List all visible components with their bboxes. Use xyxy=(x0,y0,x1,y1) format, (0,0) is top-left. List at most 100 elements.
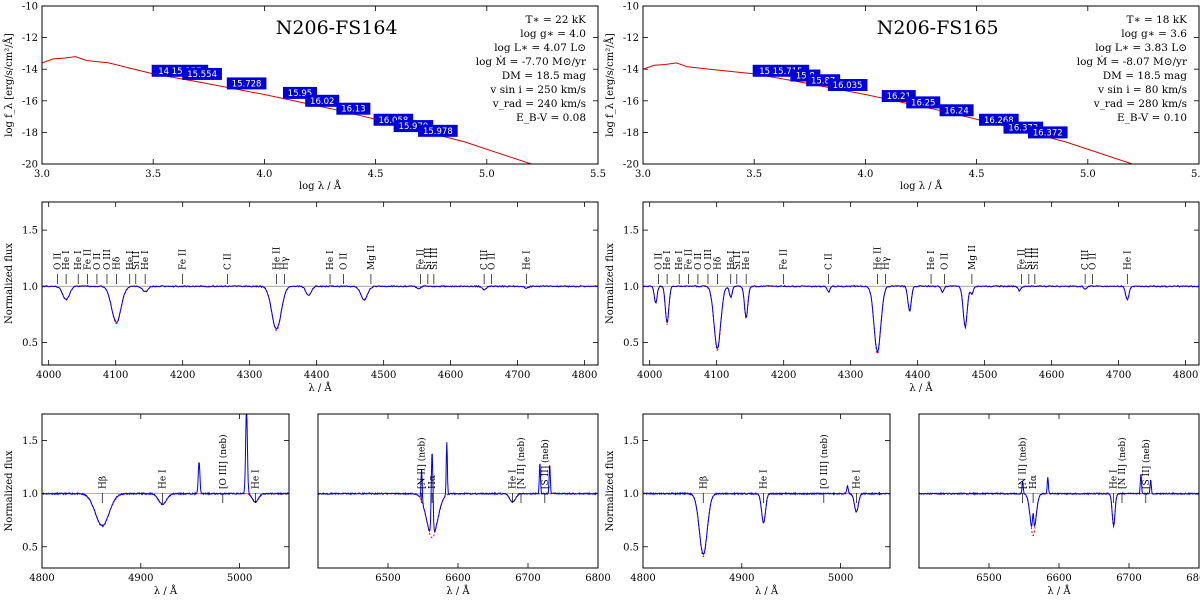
line-id-label: He I xyxy=(74,250,84,270)
model-spectrum xyxy=(318,493,598,539)
line-id-label: Mg II xyxy=(367,245,377,270)
line-id-label: C III xyxy=(480,249,490,270)
x-tick-label: 4400 xyxy=(304,370,329,381)
line-id-label: He I xyxy=(742,250,752,270)
y-tick-label: 0.5 xyxy=(623,338,639,349)
x-tick-label: 3.0 xyxy=(34,169,50,180)
line-id-label: Si III xyxy=(1025,247,1035,270)
panel-hb-right: 4800 4900 5000 0.5 1.0 1.5 λ / Å Normalized flu… xyxy=(605,413,891,597)
plot-area xyxy=(42,414,289,528)
y-tick-label: -12 xyxy=(22,33,38,44)
photometry-box xyxy=(305,94,340,107)
axes-frame xyxy=(918,413,1200,569)
line-id-label: O II xyxy=(694,252,704,270)
param-6: v_rad = 240 km/s xyxy=(492,98,586,110)
x-tick-label: 4900 xyxy=(729,573,754,584)
line-id-label: [S II] (neb) xyxy=(1141,439,1152,489)
line-id-label: He I xyxy=(760,469,770,489)
x-tick-label: 5.0 xyxy=(1080,169,1096,180)
y-axis-label: Normalized flux xyxy=(4,243,15,324)
photometry-box xyxy=(336,102,371,115)
param-2: log L∗ = 3.83 L⊙ xyxy=(1095,42,1187,54)
photometry-label: 15.978 xyxy=(423,127,453,137)
line-id-label: He I xyxy=(126,250,136,270)
y-axis-label: log f_λ [erg/s/cm²/Å] xyxy=(3,33,15,137)
x-tick-label: 4700 xyxy=(1106,370,1131,381)
x-tick-label: 4800 xyxy=(29,573,54,584)
y-axis-label: log f_λ [erg/s/cm²/Å] xyxy=(604,33,616,137)
line-id-label: Si III xyxy=(424,247,434,270)
x-tick-label: 4600 xyxy=(438,370,463,381)
line-id-label: Si III xyxy=(430,247,440,270)
line-id-label: He I xyxy=(522,250,532,270)
line-id-label: He I xyxy=(663,250,673,270)
line-id-label: [O III] (neb) xyxy=(819,434,830,489)
observed-spectrum xyxy=(42,284,598,330)
line-id-label: [O III] (neb) xyxy=(218,434,229,489)
y-tick-label: -20 xyxy=(623,160,639,171)
photometry-label: 15 15.715 xyxy=(759,67,802,77)
photometry-box xyxy=(226,77,267,90)
x-tick-label: 5000 xyxy=(227,573,252,584)
param-1: log g∗ = 3.6 xyxy=(1121,28,1187,40)
line-id-label: He I xyxy=(326,250,336,270)
observed-spectrum xyxy=(643,484,890,556)
x-tick-label: 4900 xyxy=(128,573,153,584)
model-spectrum xyxy=(643,285,1199,356)
x-tick-label: 4800 xyxy=(572,370,597,381)
line-id-label: O II xyxy=(93,252,103,270)
x-tick-label: 6600 xyxy=(1046,573,1071,584)
line-id-label: O II xyxy=(53,252,63,270)
y-tick-label: -16 xyxy=(623,96,639,107)
y-axis-label: Normalized flux xyxy=(4,450,15,531)
x-tick-label: 4.0 xyxy=(857,169,873,180)
photometry-label: 14 15.357 xyxy=(158,67,201,77)
photometry-label: 15.979 xyxy=(399,122,429,132)
photometry-label: 15.554 xyxy=(187,70,217,80)
photometry-label: 16.24 xyxy=(944,106,968,116)
x-axis-label: λ / Å xyxy=(154,585,178,597)
y-tick-label: 1.5 xyxy=(623,436,639,447)
y-tick-label: 1.5 xyxy=(22,436,38,447)
line-id-label: O II xyxy=(487,252,497,270)
axes-frame xyxy=(317,413,599,569)
line-id-label: He II xyxy=(272,246,282,270)
line-id-label: Hδ xyxy=(713,257,723,270)
y-axis-label: Normalized flux xyxy=(605,243,616,324)
line-id-label: C II xyxy=(825,253,835,270)
line-id-label: O II xyxy=(654,252,664,270)
x-tick-label: 3.0 xyxy=(635,169,651,180)
param-0: T∗ = 18 kK xyxy=(1126,14,1187,26)
line-id-label: O II xyxy=(1088,252,1098,270)
y-tick-label: 1.0 xyxy=(623,489,639,500)
photometry-label: 16.13 xyxy=(341,105,365,115)
x-tick-label: 6700 xyxy=(1116,573,1141,584)
line-id-label: He I xyxy=(675,250,685,270)
param-7: E_B-V = 0.08 xyxy=(516,112,586,124)
axes-frame xyxy=(642,5,1200,165)
photometry-label: 16.035 xyxy=(833,81,863,91)
y-tick-label: -14 xyxy=(22,65,38,76)
line-id-label: Hβ xyxy=(98,476,108,489)
line-id-label: O II xyxy=(940,252,950,270)
y-tick-label: 1.5 xyxy=(22,226,38,237)
x-tick-label: 4000 xyxy=(637,370,662,381)
x-axis-label: λ / Å xyxy=(1047,585,1071,597)
x-tick-label: 4800 xyxy=(630,573,655,584)
y-tick-label: -14 xyxy=(623,65,639,76)
x-tick-label: 4300 xyxy=(237,370,262,381)
photometry-label: 16.268 xyxy=(984,116,1014,126)
y-tick-label: 0.5 xyxy=(623,542,639,553)
star-name: N206-FS164 xyxy=(276,17,398,39)
x-tick-label: 6600 xyxy=(445,573,470,584)
plot-area xyxy=(643,484,890,558)
line-id-label: He I xyxy=(141,250,151,270)
line-id-label: He I xyxy=(251,469,261,489)
x-tick-label: 5000 xyxy=(828,573,853,584)
observed-spectrum xyxy=(318,442,598,534)
model-sed-line xyxy=(643,62,1137,164)
x-tick-label: 4600 xyxy=(1039,370,1064,381)
param-3: log Ṁ = -8.07 M⊙/yr xyxy=(1077,54,1188,68)
